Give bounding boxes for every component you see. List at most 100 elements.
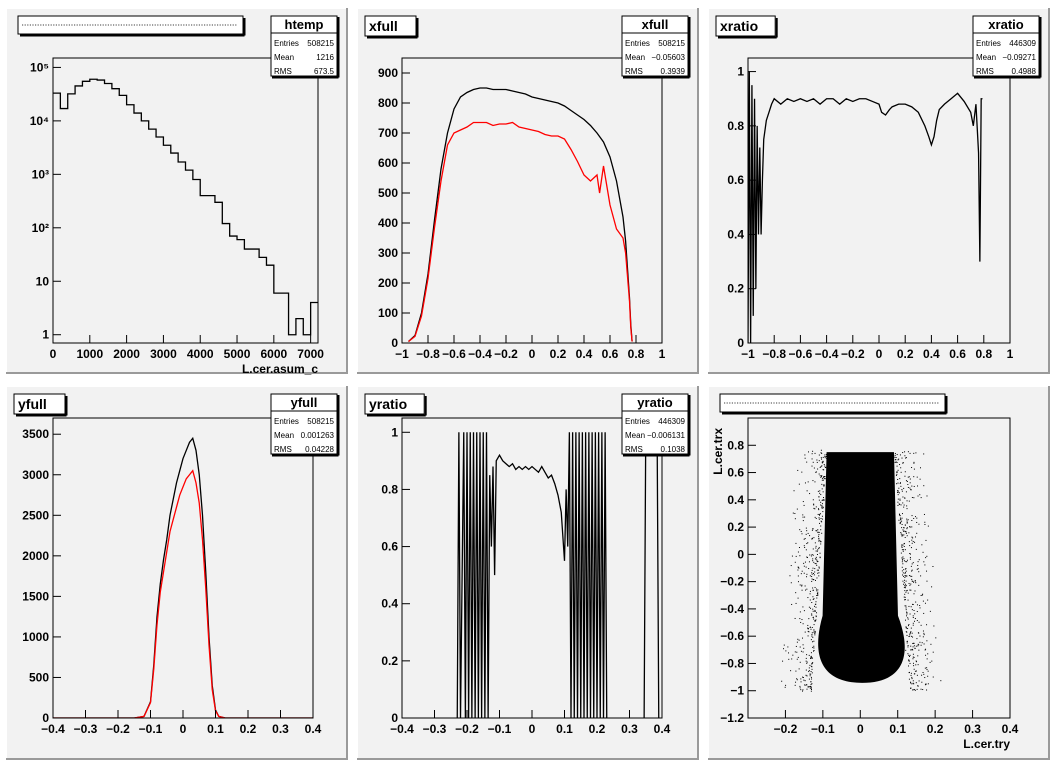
scatter-point	[924, 521, 926, 523]
scatter-point	[821, 499, 823, 501]
title-box	[715, 15, 776, 37]
series-line-htemp-0	[53, 78, 318, 336]
scatter-point	[814, 632, 816, 634]
scatter-point	[806, 661, 808, 663]
scatter-point	[805, 660, 807, 662]
scatter-point	[818, 537, 820, 539]
scatter-point	[801, 533, 803, 535]
scatter-point	[911, 580, 913, 582]
scatter-point	[860, 458, 862, 460]
scatter-point	[820, 466, 822, 468]
scatter-point	[902, 535, 904, 537]
pad-bevel-dark	[357, 8, 699, 374]
scatter-point	[819, 556, 821, 558]
plot-content	[781, 449, 942, 692]
scatter-point	[894, 461, 896, 463]
scatter-point	[811, 465, 813, 467]
scatter-point	[908, 532, 910, 534]
scatter-point	[929, 610, 931, 612]
scatter-point	[813, 579, 815, 581]
scatter-point	[809, 593, 811, 595]
scatter-point	[911, 515, 913, 517]
scatter-point	[922, 689, 924, 691]
x-tick-label: 0.2	[927, 722, 944, 736]
scatter-point	[802, 690, 804, 692]
scatter-point	[920, 595, 922, 597]
scatter-point	[819, 649, 821, 651]
scatter-point	[820, 501, 822, 503]
stats-name: htemp	[285, 17, 324, 32]
scatter-point	[905, 457, 907, 459]
scatter-point	[787, 646, 789, 648]
stats-label-mean: Mean	[274, 53, 294, 62]
scatter-point	[811, 569, 813, 571]
scatter-point	[899, 515, 901, 517]
scatter-point	[918, 621, 920, 623]
scatter-point	[910, 674, 912, 676]
scatter-point	[902, 580, 904, 582]
scatter-point	[902, 572, 904, 574]
scatter-point	[913, 610, 915, 612]
scatter-point	[895, 459, 897, 461]
scatter-point	[797, 656, 799, 658]
scatter-point	[923, 485, 925, 487]
scatter-point	[821, 462, 823, 464]
scatter-point	[926, 495, 928, 497]
scatter-point	[917, 568, 919, 570]
scatter-point	[904, 585, 906, 587]
scatter-point	[821, 505, 823, 507]
stats-value-entries: 446309	[658, 417, 685, 426]
x-tick-label: −0.2	[841, 347, 865, 361]
scatter-point	[910, 489, 912, 491]
stats-label-entries: Entries	[625, 39, 650, 48]
x-tick-label: −0.8	[416, 347, 440, 361]
scatter-point	[910, 645, 912, 647]
scatter-point	[904, 497, 906, 499]
scatter-point	[821, 465, 823, 467]
scatter-point	[808, 606, 810, 608]
scatter-point	[899, 522, 901, 524]
x-tick-label: −0.4	[468, 347, 492, 361]
scatter-point	[922, 593, 924, 595]
stats-label-mean: Mean	[976, 53, 996, 62]
scatter-point	[806, 461, 808, 463]
scatter-point	[912, 646, 914, 648]
scatter-point	[801, 584, 803, 586]
scatter-point	[824, 478, 826, 480]
scatter-point	[800, 678, 802, 680]
scatter-point	[901, 527, 903, 529]
scatter-point	[898, 513, 900, 515]
scatter-point	[917, 645, 919, 647]
scatter-point	[807, 481, 809, 483]
scatter-point	[814, 632, 816, 634]
scatter-point	[908, 671, 910, 673]
pad-bevel-light	[707, 385, 1049, 759]
scatter-point	[796, 678, 798, 680]
scatter-point	[917, 485, 919, 487]
scatter-point	[817, 531, 819, 533]
scatter-point	[820, 520, 822, 522]
series-line-yfull-1	[53, 469, 313, 718]
scatter-point	[905, 457, 907, 459]
scatter-point	[912, 689, 914, 691]
scatter-point	[901, 535, 903, 537]
scatter-point	[809, 575, 811, 577]
scatter-point	[803, 504, 805, 506]
scatter-point	[823, 499, 825, 501]
scatter-point	[922, 600, 924, 602]
pad-bevel-dark	[6, 386, 348, 760]
scatter-point	[810, 676, 812, 678]
scatter-point	[914, 618, 916, 620]
scatter-point	[920, 575, 922, 577]
title-box	[13, 393, 66, 415]
scatter-point	[906, 631, 908, 633]
scatter-point	[906, 521, 908, 523]
scatter-point	[926, 669, 928, 671]
scatter-point	[908, 665, 910, 667]
stats-name: xratio	[988, 17, 1023, 32]
scatter-point	[811, 578, 813, 580]
scatter-point	[812, 598, 814, 600]
y-tick-label: −0.8	[720, 656, 744, 670]
scatter-point	[806, 675, 808, 677]
scatter-point	[917, 561, 919, 563]
